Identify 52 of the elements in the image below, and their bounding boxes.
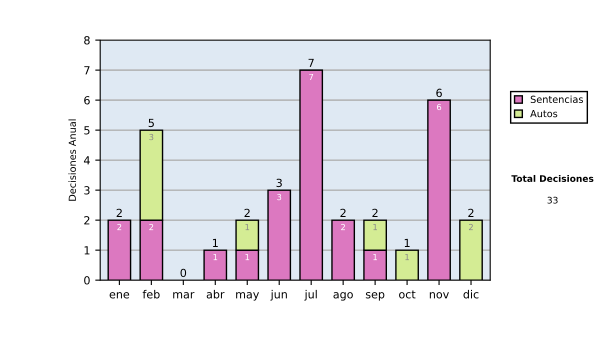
x-tick-label: mar	[173, 292, 194, 298]
y-tick-label: 4	[84, 156, 90, 164]
data-label: 2	[341, 224, 345, 230]
total-label: 2	[116, 208, 122, 217]
y-tick-label: 0	[84, 276, 90, 285]
data-label: 2	[117, 224, 122, 230]
x-tick-label: jul	[304, 290, 317, 301]
data-label: 1	[373, 254, 377, 260]
x-tick-label: sep	[366, 292, 384, 301]
x-tick-label: abr	[206, 290, 224, 298]
x-tick-label: dic	[464, 290, 478, 298]
data-label: 3	[149, 134, 154, 140]
total-label: 2	[372, 208, 378, 217]
total-label: 5	[148, 118, 154, 128]
x-tick-label: jun	[270, 290, 287, 301]
y-tick-label: 2	[84, 216, 90, 224]
x-tick-label: oct	[399, 290, 416, 298]
data-label: 2	[468, 224, 473, 230]
total-label: 1	[212, 238, 218, 247]
total-label: 2	[244, 208, 250, 217]
text: 33	[548, 196, 558, 204]
total-label: 2	[340, 208, 346, 217]
total-label: 3	[276, 178, 282, 188]
data-label: 3	[277, 194, 282, 200]
total-label: 1	[404, 238, 410, 247]
data-label: 1	[214, 254, 218, 260]
data-label: 1	[373, 224, 377, 230]
legend-label: Sentencias	[530, 95, 583, 104]
text: Total Decisiones	[511, 174, 594, 182]
y-tick-label: 5	[84, 126, 90, 135]
y-axis-title: Decisiones Anual	[68, 119, 76, 201]
x-tick-label: may	[236, 292, 260, 301]
x-tick-label: ene	[110, 292, 130, 298]
total-label: 6	[436, 88, 442, 98]
total-label: 2	[468, 208, 474, 217]
x-tick-label: feb	[142, 290, 160, 298]
data-label: 1	[246, 254, 250, 260]
y-tick-label: 1	[84, 246, 90, 254]
data-label: 1	[405, 254, 409, 260]
y-tick-label: 6	[84, 96, 90, 105]
data-label: 6	[436, 104, 442, 110]
y-tick-label: 3	[84, 186, 90, 195]
data-label: 2	[149, 224, 154, 230]
legend-label: Autos	[530, 110, 558, 118]
y-tick-label: 8	[84, 36, 90, 44]
total-label: 7	[308, 58, 314, 67]
y-tick-label: 7	[84, 66, 90, 74]
data-label: 1	[246, 224, 250, 230]
x-tick-label: ago	[333, 292, 353, 301]
x-tick-label: nov	[430, 292, 449, 298]
total-label: 0	[180, 268, 186, 278]
data-label: 7	[309, 74, 314, 80]
